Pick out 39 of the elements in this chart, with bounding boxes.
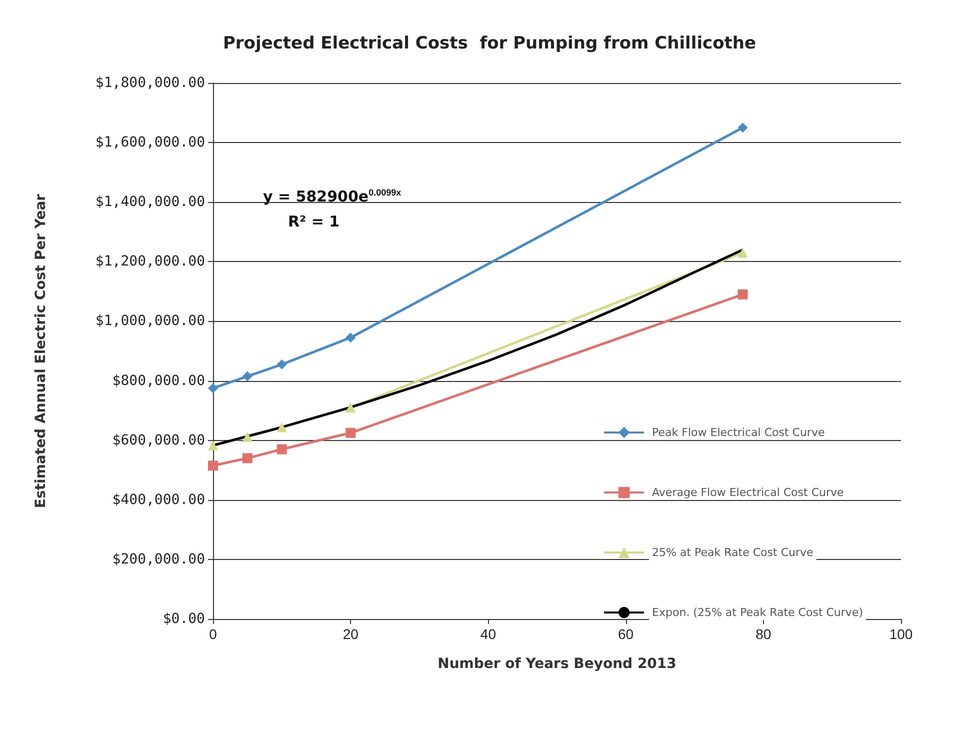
legend-label: Average Flow Electrical Cost Curve <box>652 486 844 499</box>
point <box>242 432 252 442</box>
y-tick-label: $400,000.00 <box>112 492 205 508</box>
legend-label: Peak Flow Electrical Cost Curve <box>652 426 825 439</box>
point <box>738 289 748 300</box>
point <box>242 453 252 464</box>
y-tick-label: $1,400,000.00 <box>95 194 205 210</box>
legend-label: Expon. (25% at Peak Rate Cost Curve) <box>652 606 864 619</box>
point <box>346 428 356 438</box>
x-axis-title: Number of Years Beyond 2013 <box>438 656 676 672</box>
x-tick-label: 20 <box>342 626 359 642</box>
point <box>208 440 218 450</box>
point <box>738 248 748 258</box>
point <box>738 122 748 133</box>
x-tick-label: 60 <box>618 626 634 642</box>
point <box>276 444 287 454</box>
annotation: R² = 1 <box>288 212 340 230</box>
point <box>346 332 356 343</box>
point <box>276 422 287 432</box>
point <box>208 460 218 471</box>
y-tick-label: $600,000.00 <box>112 432 205 448</box>
y-axis-title: Estimated Annual Electric Cost Per Year <box>33 194 49 508</box>
point <box>346 402 356 413</box>
y-tick-label: $200,000.00 <box>112 551 205 568</box>
x-tick-label: 40 <box>480 626 496 642</box>
x-tick-label: 100 <box>889 626 913 642</box>
y-tick-label: $800,000.00 <box>112 372 205 389</box>
x-tick-label: 0 <box>209 626 218 642</box>
y-tick-label: $1,800,000.00 <box>95 75 205 91</box>
legend-label: 25% at Peak Rate Cost Curve <box>652 546 814 559</box>
point <box>276 359 287 370</box>
point <box>208 383 218 394</box>
y-tick-label: $0.00 <box>162 611 205 627</box>
y-tick-label: $1,200,000.00 <box>95 254 205 270</box>
y-tick-label: $1,000,000.00 <box>95 313 205 330</box>
chart-title: Projected Electrical Costs for Pumping from Chillicothe <box>222 34 756 54</box>
x-tick-label: 80 <box>756 626 772 642</box>
y-tick-label: $1,600,000.00 <box>95 134 205 151</box>
point <box>242 371 252 382</box>
